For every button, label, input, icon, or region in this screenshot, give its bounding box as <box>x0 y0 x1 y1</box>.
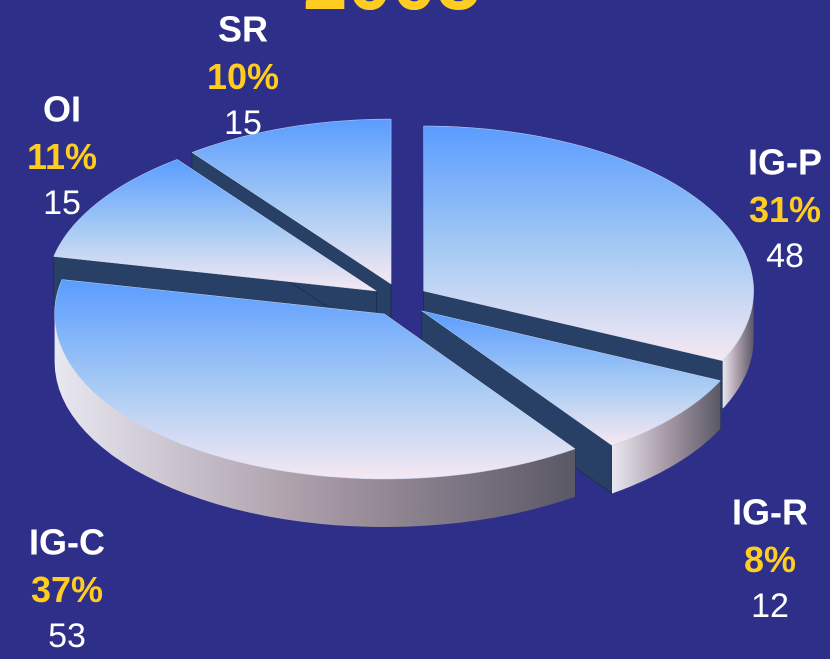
percent-value: 8 <box>744 539 764 580</box>
slice-percent: 37% <box>31 569 103 610</box>
slice-count: 48 <box>766 237 804 275</box>
slice-percent: 8% <box>744 539 796 580</box>
percent-sign: % <box>789 189 821 230</box>
chart-title: 2005 <box>303 0 481 26</box>
slice-label: IG-P <box>748 142 822 183</box>
slice-label: SR <box>218 9 268 50</box>
slice-rim <box>612 380 721 494</box>
slice-percent: 31% <box>749 189 821 230</box>
percent-sign: % <box>65 136 97 177</box>
percent-sign: % <box>247 56 279 97</box>
slice <box>421 310 721 446</box>
slice-count: 53 <box>48 617 86 655</box>
percent-value: 11 <box>27 136 65 177</box>
percent-sign: % <box>71 569 103 610</box>
slice-count: 15 <box>224 104 262 142</box>
slice-count: 12 <box>751 587 789 625</box>
percent-value: 31 <box>749 189 789 230</box>
slice-rim <box>722 291 754 409</box>
slice <box>423 125 754 362</box>
slice-count: 15 <box>43 184 81 222</box>
slice-label: IG-C <box>29 522 105 563</box>
slice <box>191 118 392 285</box>
slice-percent: 10% <box>207 56 279 97</box>
percent-sign: % <box>764 539 796 580</box>
percent-value: 10 <box>207 56 247 97</box>
slice-label: OI <box>43 89 81 130</box>
slice <box>53 159 377 292</box>
slice-percent: 11% <box>27 136 97 177</box>
percent-value: 37 <box>31 569 71 610</box>
slice <box>54 279 576 480</box>
slice-label: IG-R <box>732 492 808 533</box>
slice-rim <box>54 314 576 527</box>
